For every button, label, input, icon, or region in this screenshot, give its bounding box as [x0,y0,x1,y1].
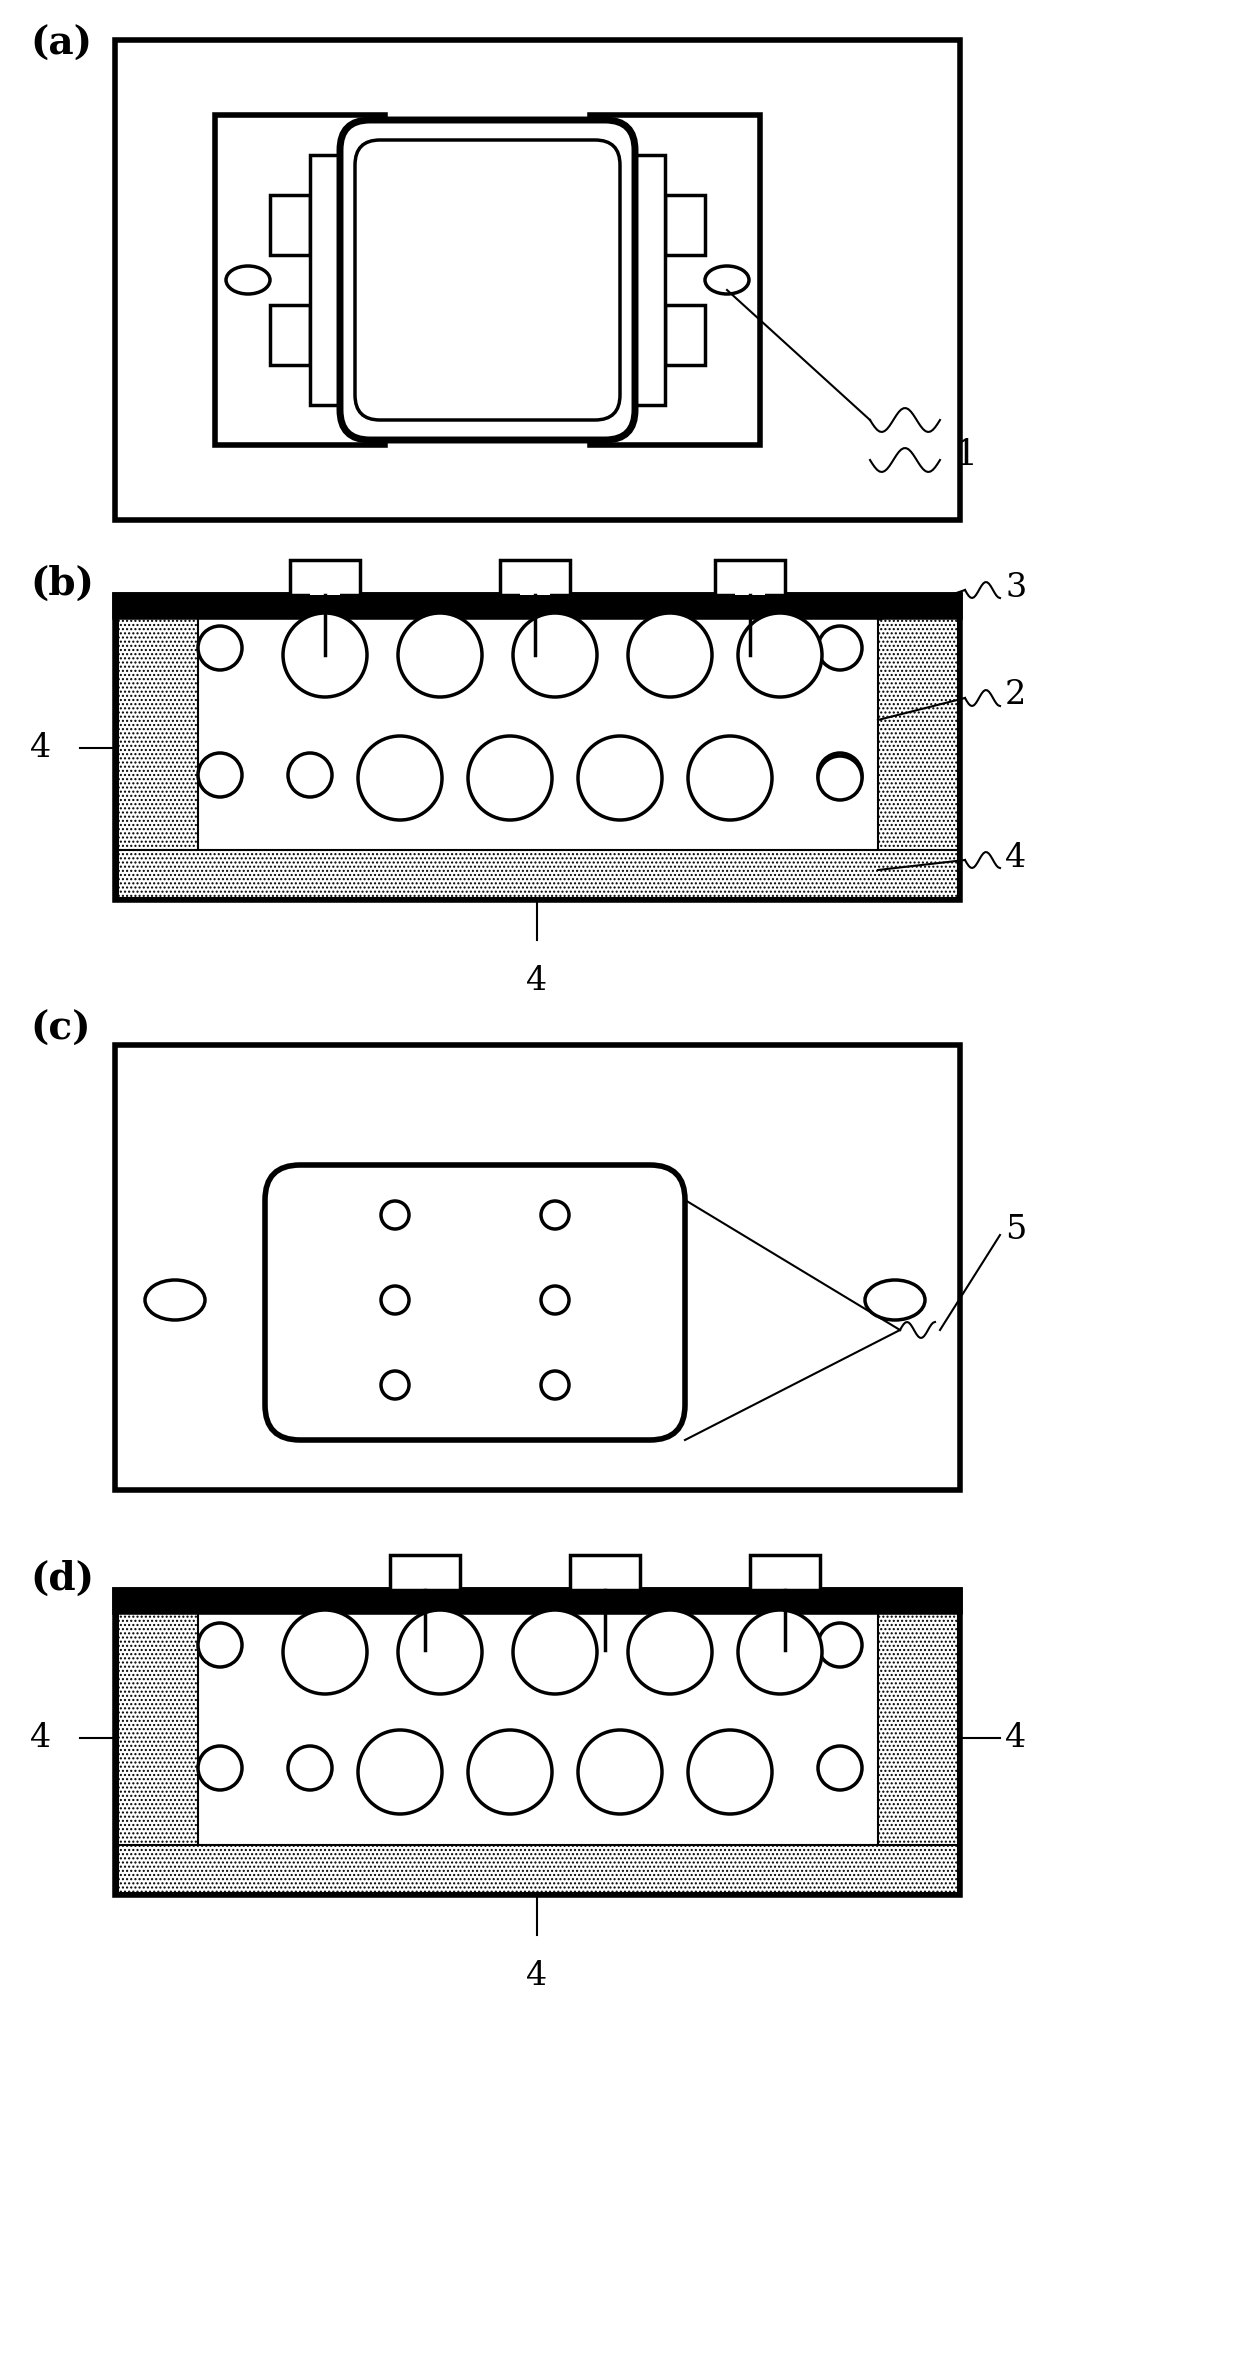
Bar [115,40,960,519]
Bar [118,849,959,899]
Ellipse shape [866,1280,925,1321]
Bar [735,574,765,595]
Text: 4: 4 [1004,842,1027,875]
Text: (d): (d) [30,1560,94,1598]
Circle shape [398,1610,482,1693]
Circle shape [513,1610,596,1693]
Text: 1: 1 [955,439,978,472]
Bar [115,1046,960,1489]
Text: 4: 4 [30,733,51,763]
Circle shape [198,1624,242,1667]
Circle shape [627,614,712,697]
Circle shape [738,614,822,697]
Text: 2: 2 [1004,678,1027,711]
Circle shape [358,735,441,820]
Bar [118,1845,959,1892]
Bar [290,560,360,595]
Circle shape [688,735,773,820]
FancyBboxPatch shape [265,1164,684,1439]
Text: (c): (c) [30,1010,91,1048]
Circle shape [578,1731,662,1814]
Text: (a): (a) [30,26,92,64]
Ellipse shape [226,266,270,294]
Circle shape [541,1285,569,1314]
Circle shape [818,626,862,671]
Text: 4: 4 [30,1721,51,1755]
Circle shape [381,1370,409,1399]
Text: (b): (b) [30,564,94,602]
Bar [391,1555,460,1591]
Bar [750,1555,820,1591]
Circle shape [467,735,552,820]
Circle shape [541,1370,569,1399]
Bar [665,306,706,365]
Text: 4: 4 [1004,1721,1027,1755]
Circle shape [578,735,662,820]
Bar [115,595,960,901]
Text: 5: 5 [1004,1214,1027,1247]
Circle shape [288,1745,332,1790]
Text: 3: 3 [1004,571,1027,605]
Bar [570,1555,640,1591]
Circle shape [381,1285,409,1314]
Circle shape [198,1745,242,1790]
Circle shape [818,754,862,797]
Bar [270,194,310,256]
FancyBboxPatch shape [340,121,635,441]
Bar [115,1591,960,1894]
Circle shape [541,1202,569,1228]
Bar [878,597,959,899]
Circle shape [818,1624,862,1667]
Bar [115,1591,960,1612]
Circle shape [198,754,242,797]
Bar [715,560,785,595]
Bar [500,560,570,595]
Circle shape [627,1610,712,1693]
Circle shape [358,1731,441,1814]
Circle shape [818,1745,862,1790]
Bar [215,116,384,446]
Circle shape [738,1610,822,1693]
Bar [310,154,355,405]
Circle shape [283,1610,367,1693]
Circle shape [688,1731,773,1814]
Bar [590,116,760,446]
Circle shape [818,756,862,799]
Circle shape [198,626,242,671]
FancyBboxPatch shape [355,140,620,420]
Ellipse shape [145,1280,205,1321]
Text: 4: 4 [527,1961,548,1992]
Bar [270,306,310,365]
Circle shape [398,614,482,697]
Bar [310,574,340,595]
Circle shape [381,1202,409,1228]
Bar [620,154,665,405]
Circle shape [288,754,332,797]
Circle shape [467,1731,552,1814]
Bar [115,595,960,616]
Bar [520,574,551,595]
Text: 4: 4 [527,965,548,996]
Circle shape [513,614,596,697]
Bar [118,1591,198,1892]
Bar [665,194,706,256]
Bar [118,597,198,899]
Ellipse shape [706,266,749,294]
Circle shape [283,614,367,697]
Bar [878,1591,959,1892]
